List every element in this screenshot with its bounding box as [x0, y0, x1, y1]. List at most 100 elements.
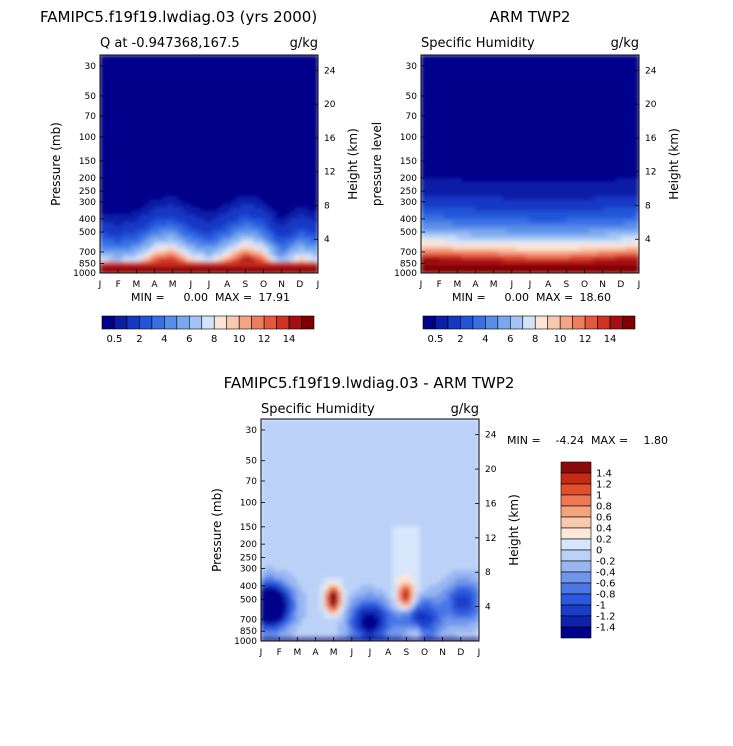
- heatmap-cell: [167, 69, 174, 74]
- heatmap-cell: [208, 185, 215, 190]
- heatmap-cell: [140, 200, 146, 205]
- heatmap-cell: [235, 94, 242, 100]
- heatmap-cell: [443, 250, 449, 256]
- heatmap-cell: [258, 203, 264, 209]
- heatmap-cell: [479, 141, 486, 147]
- heatmap-cell: [100, 247, 106, 252]
- heatmap-cell: [290, 240, 296, 245]
- heatmap-cell: [163, 160, 169, 165]
- heatmap-cell: [172, 120, 178, 125]
- heatmap-cell: [447, 94, 454, 100]
- heatmap-cell: [525, 232, 531, 238]
- heatmap-cell: [245, 116, 251, 121]
- heatmap-cell: [484, 225, 490, 230]
- panel-model-units: g/kg: [290, 36, 318, 51]
- heatmap-cell: [566, 69, 572, 74]
- heatmap-cell: [443, 141, 449, 147]
- heatmap-cell: [254, 170, 260, 176]
- heatmap-cell: [429, 269, 436, 273]
- heatmap-cell: [199, 167, 205, 172]
- heatmap-cell: [461, 98, 467, 103]
- heatmap-cell: [235, 221, 242, 227]
- heatmap-cell: [461, 218, 467, 223]
- heatmap-cell: [543, 160, 549, 165]
- heatmap-cell: [466, 229, 472, 234]
- heatmap-cell: [281, 232, 287, 238]
- heatmap-cell: [104, 229, 110, 234]
- heatmap-cell: [497, 185, 504, 190]
- heatmap-cell: [258, 69, 264, 74]
- heatmap-cell: [126, 72, 133, 78]
- heatmap-cell: [547, 149, 554, 154]
- heatmap-cell: [285, 127, 292, 132]
- heatmap-cell: [258, 258, 264, 263]
- heatmap-cell: [195, 174, 201, 180]
- heatmap-cell: [438, 156, 445, 161]
- heatmap-cell: [429, 65, 436, 71]
- heatmap-cell: [235, 55, 242, 60]
- heatmap-cell: [254, 232, 260, 238]
- heatmap-cell: [304, 61, 310, 67]
- heatmap-cell: [117, 152, 124, 158]
- heatmap-cell: [556, 185, 563, 190]
- heatmap-cell: [235, 98, 242, 103]
- heatmap-cell: [313, 105, 318, 110]
- heatmap-cell: [502, 101, 508, 107]
- heatmap-cell: [502, 149, 508, 154]
- heatmap-cell: [108, 243, 115, 249]
- heatmap-cell: [104, 214, 110, 219]
- heatmap-cell: [538, 167, 545, 172]
- heatmap-cell: [272, 174, 278, 180]
- heatmap-cell: [520, 131, 526, 136]
- heatmap-cell: [104, 207, 110, 212]
- heatmap-cell: [561, 236, 567, 241]
- heatmap-cell: [263, 221, 269, 227]
- heatmap-cell: [516, 210, 522, 216]
- heatmap-cell: [254, 203, 260, 209]
- heatmap-cell: [566, 120, 572, 125]
- heatmap-cell: [304, 269, 310, 273]
- heatmap-cell: [543, 214, 549, 219]
- heatmap-cell: [534, 236, 540, 241]
- heatmap-cell: [475, 250, 481, 256]
- heatmap-cell: [452, 240, 458, 245]
- heatmap-cell: [470, 101, 476, 107]
- heatmap-cell: [181, 221, 187, 227]
- heatmap-cell: [245, 207, 251, 212]
- heatmap-cell: [447, 181, 454, 187]
- colorbar-label: 10: [233, 334, 246, 345]
- heatmap-cell: [108, 218, 115, 223]
- heatmap-cell: [104, 178, 110, 183]
- heatmap-cell: [100, 174, 106, 180]
- heatmap-cell: [104, 189, 110, 194]
- heatmap-cell: [466, 178, 472, 183]
- heatmap-cell: [429, 170, 436, 176]
- heatmap-cell: [126, 55, 133, 60]
- heatmap-cell: [525, 105, 531, 110]
- heatmap-cell: [570, 91, 576, 96]
- heatmap-cell: [176, 149, 183, 154]
- heatmap-cell: [452, 134, 458, 140]
- heatmap-cell: [452, 243, 458, 249]
- heatmap-cell: [547, 134, 554, 140]
- heatmap-cell: [126, 258, 133, 263]
- heatmap-cell: [493, 72, 499, 78]
- heatmap-cell: [547, 138, 554, 143]
- heatmap-cell: [543, 258, 549, 263]
- heatmap-cell: [231, 58, 237, 63]
- heatmap-cell: [425, 120, 431, 125]
- heatmap-cell: [222, 87, 228, 92]
- heatmap-cell: [538, 80, 545, 85]
- heatmap-cell: [217, 69, 224, 74]
- heatmap-cell: [208, 232, 215, 238]
- heatmap-cell: [136, 178, 142, 183]
- heatmap-cell: [299, 131, 305, 136]
- heatmap-cell: [276, 101, 283, 107]
- heatmap-cell: [249, 61, 255, 67]
- heatmap-cell: [158, 167, 165, 172]
- heatmap-cell: [290, 55, 296, 60]
- heatmap-cell: [117, 229, 124, 234]
- heatmap-cell: [245, 72, 251, 78]
- heatmap-cell: [285, 207, 292, 212]
- heatmap-cell: [263, 200, 269, 205]
